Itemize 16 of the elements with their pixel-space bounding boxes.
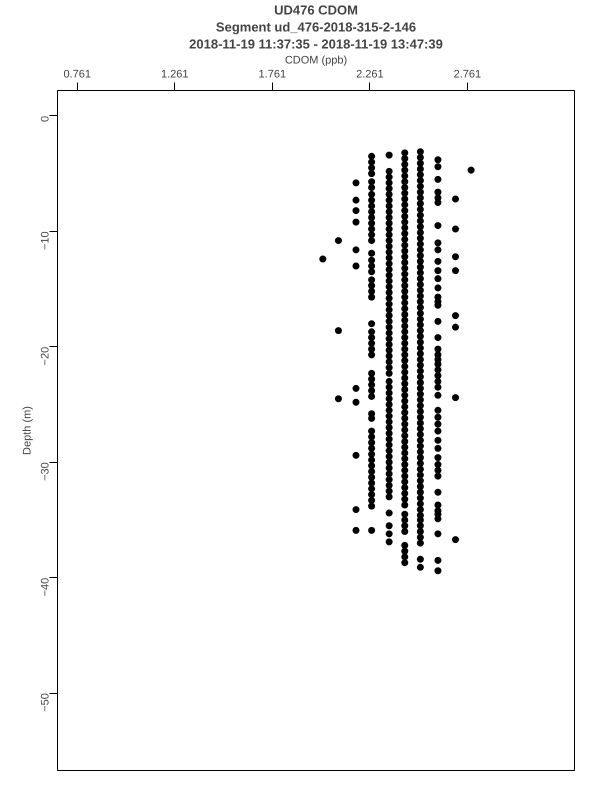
y-tick-label: −30 <box>40 462 52 481</box>
x-tick-label: 1.261 <box>160 68 189 80</box>
x-tick-label: 2.761 <box>454 68 482 80</box>
chart-subtitle: Segment ud_476-2018-315-2-146 <box>216 20 416 34</box>
text: 2018-11-19 11:37:35 - 2018-11-19 13:47:39 <box>189 36 443 52</box>
x-tick-label: 2.261 <box>356 68 384 80</box>
x-tick-label: 0.761 <box>63 68 91 80</box>
y-tick-label: −50 <box>40 693 52 712</box>
y-tick-label: −20 <box>40 346 52 366</box>
chart-title: UD476 CDOM <box>274 2 358 18</box>
y-axis-title: Depth (m) <box>22 406 34 455</box>
x-axis-title: CDOM (ppb) <box>284 54 348 66</box>
y-tick-label: −10 <box>40 231 52 250</box>
y-tick-label: −40 <box>40 578 52 596</box>
x-tick-label: 1.761 <box>258 68 286 80</box>
y-tick-label: 0 <box>40 116 52 122</box>
